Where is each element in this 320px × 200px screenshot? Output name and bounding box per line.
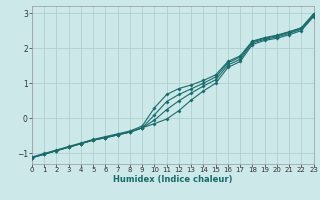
X-axis label: Humidex (Indice chaleur): Humidex (Indice chaleur) — [113, 175, 233, 184]
